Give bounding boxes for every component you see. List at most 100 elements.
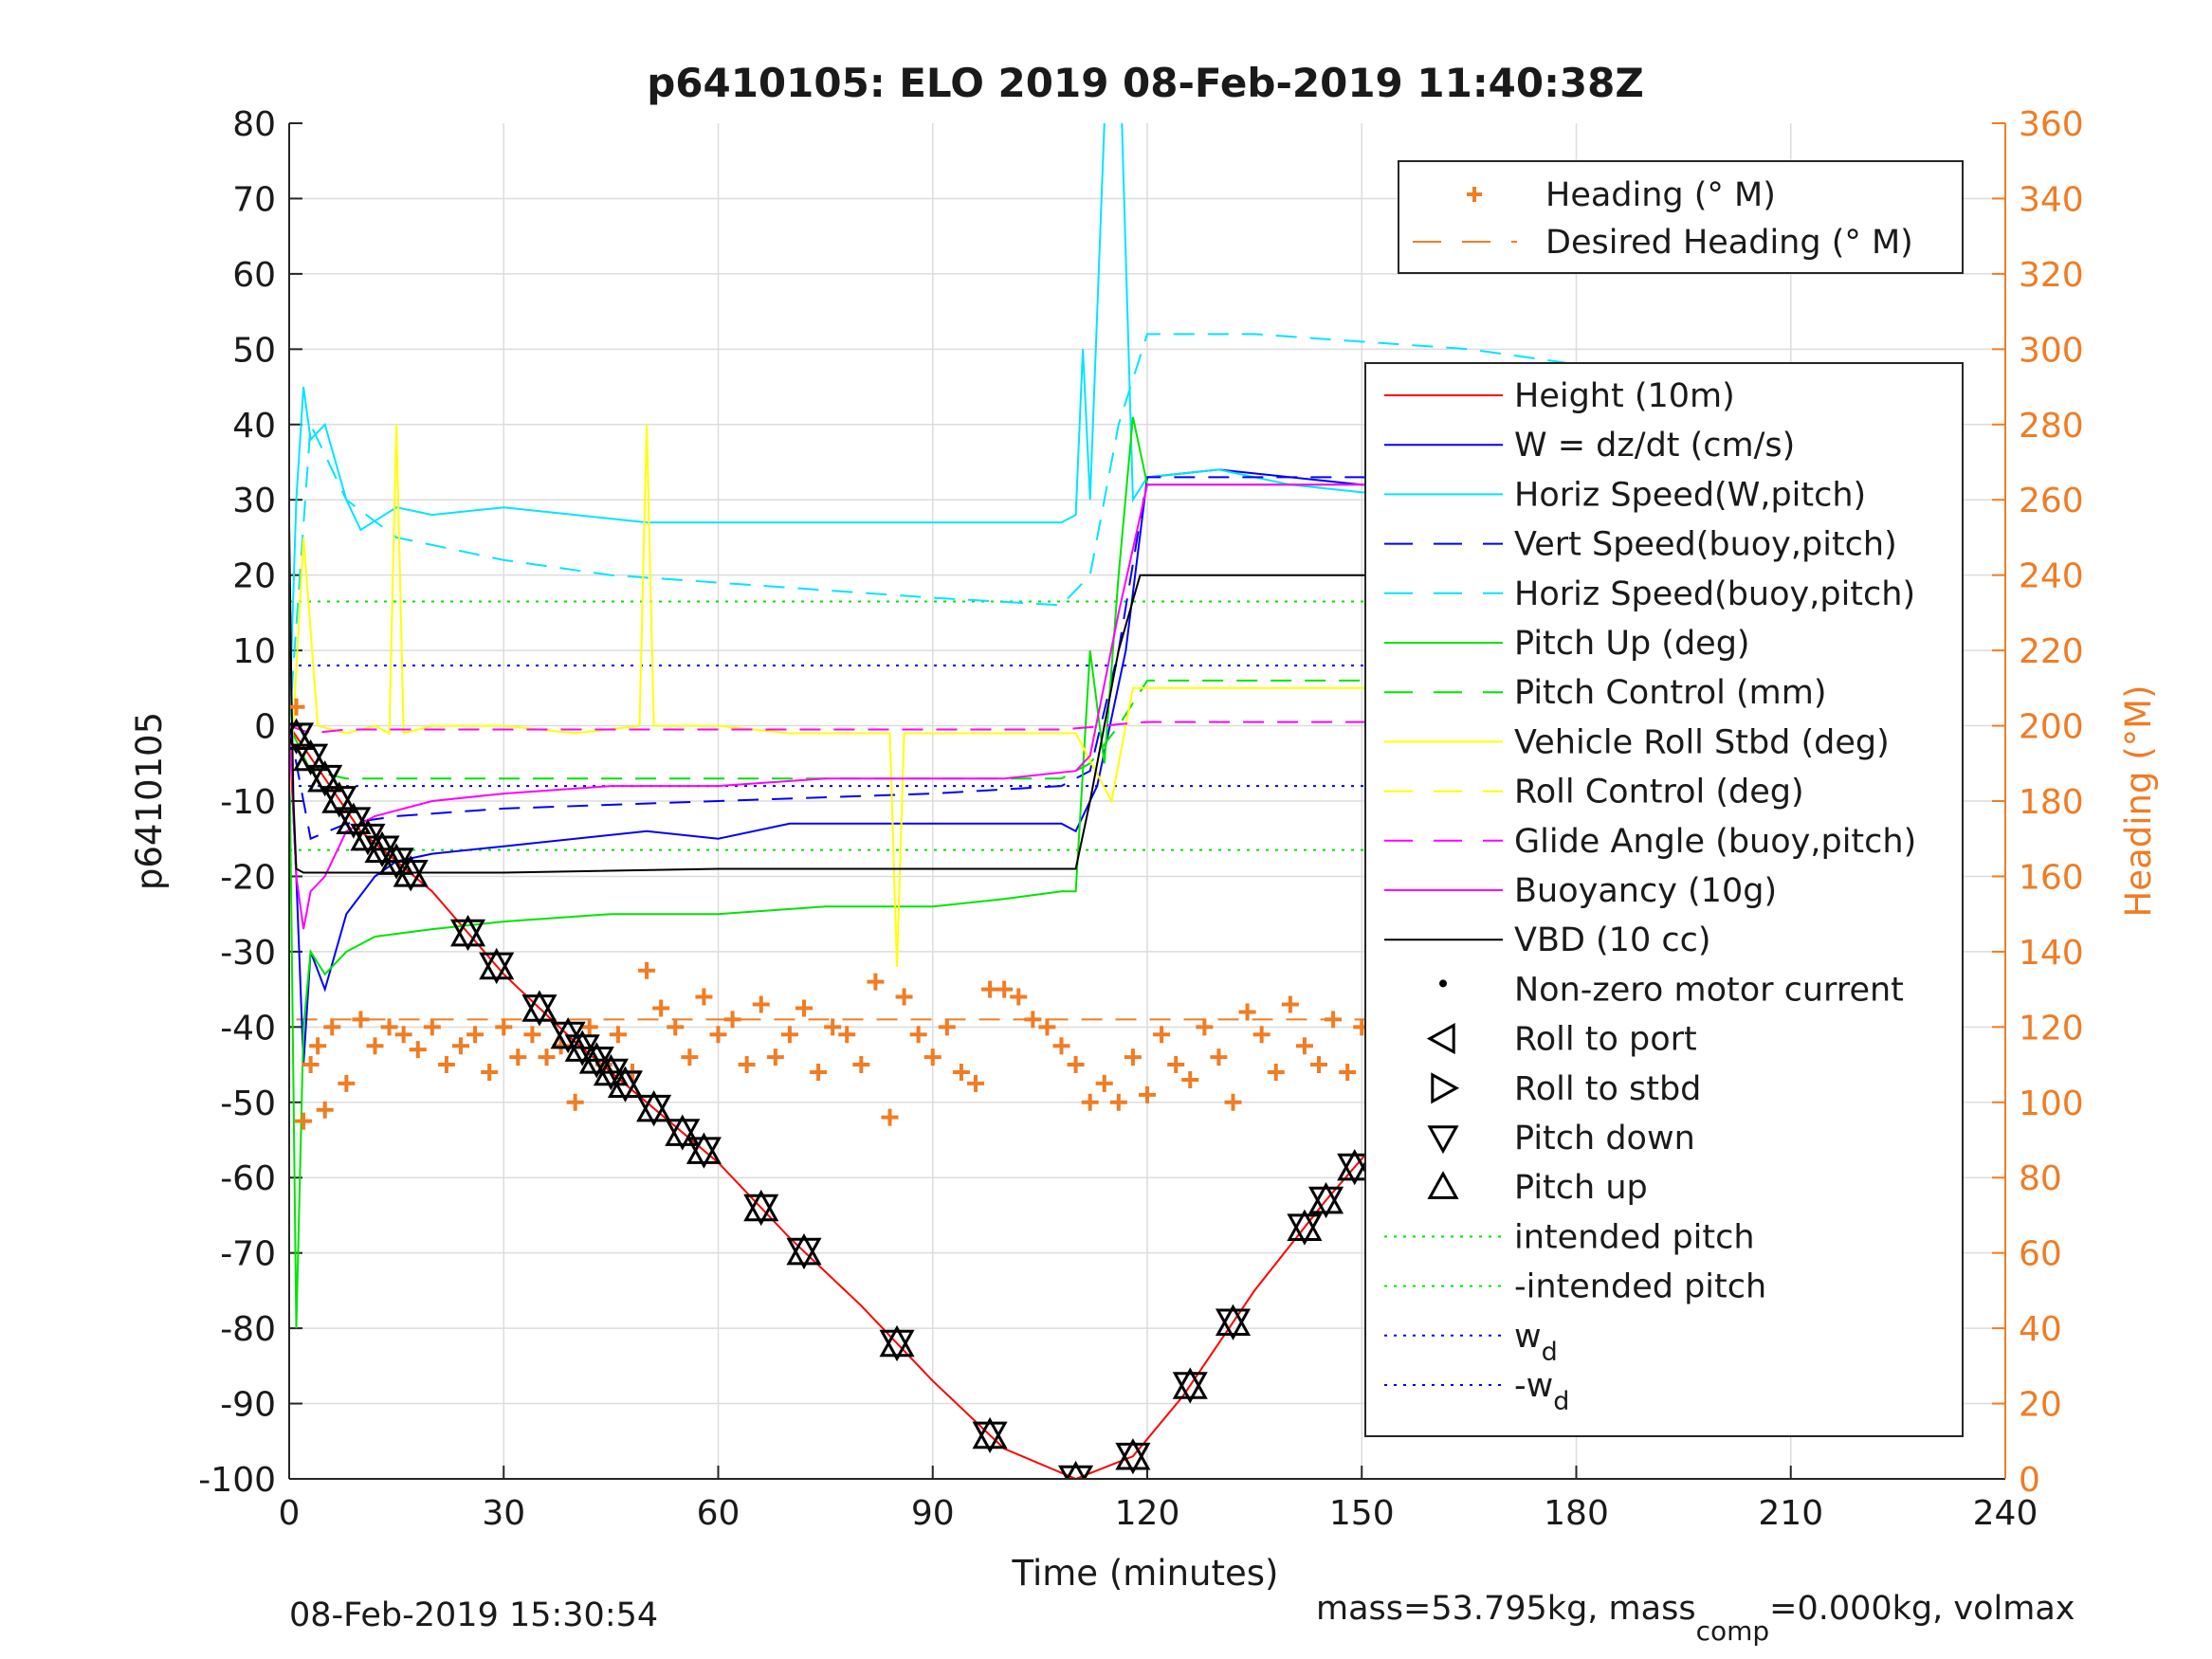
heading-point (1252, 1026, 1271, 1044)
heading-point (538, 1048, 556, 1066)
pitch-up-marker (564, 1030, 600, 1062)
heading-point (509, 1048, 527, 1066)
pitch-down-marker (336, 807, 372, 839)
x-tick-label: 60 (697, 1494, 740, 1533)
pitch-up-marker (393, 855, 429, 887)
x-tick-label: 210 (1758, 1494, 1823, 1533)
heading-point (723, 1011, 741, 1029)
y-tick-label: 70 (232, 180, 276, 219)
heading-point (309, 1037, 327, 1055)
y2-tick-label: 60 (2019, 1235, 2062, 1274)
heading-point (323, 1018, 341, 1036)
pitch-up-marker (786, 1232, 822, 1266)
legend-label: Pitch Up (deg) (1514, 625, 1750, 663)
legend-label-subscript: d (1542, 1338, 1558, 1367)
pitch-down-marker (393, 859, 429, 892)
heading-point (766, 1048, 784, 1066)
y-tick-label: 40 (232, 407, 276, 446)
legend-marker-swatch (1431, 1072, 1460, 1104)
pitch-down-marker (578, 1046, 614, 1079)
x-tick-label: 90 (911, 1494, 955, 1533)
heading-point (1325, 1011, 1343, 1029)
heading-point (795, 999, 813, 1017)
pitch-down-marker (636, 1094, 672, 1127)
x-tick-label: 180 (1544, 1494, 1609, 1533)
legend-heading-swatch (1467, 187, 1482, 202)
pitch-down-marker (1287, 1213, 1323, 1246)
pitch-up-marker (1215, 1304, 1252, 1337)
heading-point (938, 1018, 956, 1036)
heading-point (996, 980, 1014, 998)
y2-tick-label: 180 (2019, 783, 2084, 822)
y-tick-label: -90 (220, 1386, 276, 1425)
heading-point (638, 961, 656, 979)
legend-label: -intended pitch (1514, 1268, 1766, 1306)
heading-point (1238, 1003, 1256, 1021)
y-tick-label: -40 (220, 1009, 276, 1048)
heading-point (566, 1093, 584, 1111)
footer-mass-suffix: =0.000kg, volmax (1769, 1590, 2075, 1628)
heading-point (738, 1056, 756, 1074)
heading-point (302, 1056, 320, 1074)
footer-timestamp: 08-Feb-2019 15:30:54 (289, 1596, 658, 1634)
legend-heading-label: Desired Heading (° M) (1545, 224, 1913, 262)
heading-point (316, 1101, 334, 1119)
pitch-up-marker (743, 1189, 779, 1222)
heading-point (1139, 1085, 1156, 1103)
pitch-down-marker (521, 994, 558, 1027)
legend-label: W = dz/dt (cm/s) (1514, 427, 1795, 465)
heading-point (967, 1074, 984, 1092)
pitch-up-marker (972, 1416, 1008, 1449)
series-line-6 (289, 679, 1849, 780)
footer-mass-sub: comp (1696, 1615, 1770, 1647)
y2-tick-label: 160 (2019, 858, 2084, 897)
heading-point (909, 1026, 927, 1044)
y2-tick-label: 220 (2019, 632, 2084, 671)
pitch-down-marker (1307, 1186, 1344, 1219)
y-tick-label: 80 (232, 105, 276, 144)
heading-point (437, 1056, 455, 1074)
heading-point (810, 1064, 828, 1081)
heading-point (1210, 1048, 1228, 1066)
y2-tick-labels: 3603403203002802602402202001801601401201… (2019, 105, 2084, 1500)
heading-point (981, 980, 999, 998)
pitch-up-marker (879, 1324, 915, 1358)
heading-point (466, 1026, 484, 1044)
pitch-down-marker (378, 848, 414, 880)
footer-mass-prefix: mass=53.795kg, mass (1316, 1590, 1696, 1628)
y2-tick-label: 280 (2019, 407, 2084, 446)
series-line-4 (289, 333, 1849, 726)
heading-point (895, 988, 913, 1006)
y2-tick-label: 240 (2019, 557, 2084, 596)
heading-point (1052, 1037, 1070, 1055)
heading-point (481, 1064, 499, 1081)
y2-tick-label: 360 (2019, 105, 2084, 144)
heading-point (452, 1037, 469, 1055)
heading-point (295, 1112, 313, 1130)
series-line-8 (289, 720, 1849, 735)
legend-label: Non-zero motor current (1514, 971, 1904, 1009)
y2-tick-label: 200 (2019, 708, 2084, 747)
x-tick-labels: 0 30 60 90 120 150 180 210 240 (279, 1494, 2038, 1533)
heading-point (1038, 1018, 1056, 1036)
heading-point (652, 999, 670, 1017)
heading-point (1196, 1018, 1214, 1036)
heading-point (338, 1074, 356, 1092)
heading-point (352, 1011, 370, 1029)
heading-point (1281, 995, 1299, 1013)
pitch-down-marker (289, 722, 315, 755)
heading-point (1153, 1026, 1171, 1044)
pitch-down-marker (743, 1194, 779, 1227)
pitch-up-marker (593, 1053, 629, 1086)
heading-point (867, 973, 885, 991)
heading-point (1310, 1056, 1327, 1074)
pitch-up-marker (665, 1114, 701, 1146)
heading-point (709, 1026, 727, 1044)
x-tick-label: 30 (482, 1494, 525, 1533)
y-tick-label: -30 (220, 934, 276, 973)
pitch-up-marker (1307, 1181, 1344, 1214)
y2-tick-label: 120 (2019, 1009, 2084, 1048)
y-tick-label: -100 (198, 1461, 276, 1500)
pitch-up-marker (1172, 1367, 1208, 1399)
pitch-up-marker (1337, 1149, 1373, 1181)
